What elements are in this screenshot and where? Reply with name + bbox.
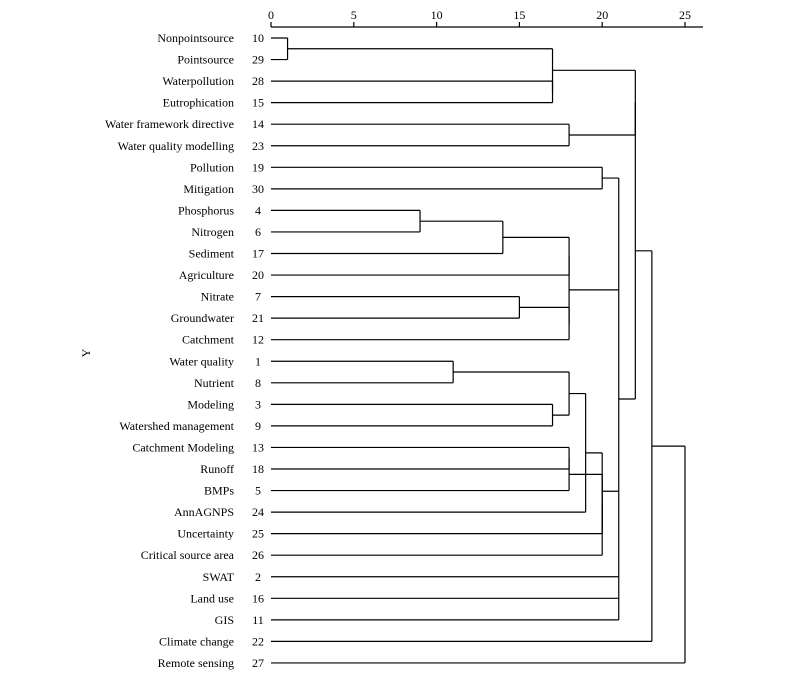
y-axis-label: Y: [79, 348, 93, 357]
leaf-label: Remote sensing: [158, 656, 234, 670]
leaf-id: 25: [252, 527, 264, 541]
leaf-label: Watershed management: [119, 419, 234, 433]
leaf-label: BMPs: [204, 484, 234, 498]
leaf-label: Land use: [190, 591, 234, 605]
leaf-label: Nutrient: [194, 376, 235, 390]
leaf-id: 3: [255, 397, 261, 411]
leaf-label: Climate change: [159, 634, 234, 648]
leaf-label: Catchment: [182, 333, 235, 347]
leaf-id: 16: [252, 591, 264, 605]
dendrogram-links: [271, 37, 686, 664]
leaf-id: 1: [255, 354, 261, 368]
y-axis-label-group: Y: [79, 348, 93, 357]
leaf-id: 7: [255, 290, 261, 304]
leaf-label: AnnAGNPS: [174, 505, 234, 519]
leaf-label: Sediment: [189, 247, 235, 261]
x-tick-label: 5: [351, 8, 357, 22]
leaf-label: Water quality: [169, 354, 234, 368]
leaf-id: 30: [252, 182, 264, 196]
leaf-label: Mitigation: [183, 182, 234, 196]
leaf-id: 21: [252, 311, 264, 325]
leaf-label: Water framework directive: [105, 117, 234, 131]
leaf-id: 17: [252, 247, 264, 261]
leaf-id: 8: [255, 376, 261, 390]
leaf-id: 29: [252, 53, 264, 67]
x-tick-label: 25: [679, 8, 691, 22]
leaf-label: Runoff: [200, 462, 234, 476]
x-tick-label: 20: [596, 8, 608, 22]
leaf-id: 24: [252, 505, 264, 519]
x-tick-label: 10: [431, 8, 443, 22]
leaf-label: Agriculture: [179, 268, 234, 282]
x-tick-label: 0: [268, 8, 274, 22]
leaf-label: Phosphorus: [178, 203, 234, 217]
leaf-id: 14: [252, 117, 264, 131]
leaf-id: 15: [252, 96, 264, 110]
leaf-label: GIS: [215, 613, 234, 627]
leaf-label: Catchment Modeling: [132, 440, 234, 454]
leaf-label: Modeling: [187, 397, 234, 411]
leaf-label: Water quality modelling: [118, 139, 234, 153]
leaf-id: 22: [252, 634, 264, 648]
x-axis: 0 5 10 15 20 25: [268, 8, 703, 28]
leaf-id: 11: [252, 613, 264, 627]
leaf-id: 19: [252, 160, 264, 174]
leaf-id: 23: [252, 139, 264, 153]
leaf-id: 20: [252, 268, 264, 282]
leaf-label: Critical source area: [141, 548, 235, 562]
leaf-label: Pointsource: [177, 53, 234, 67]
leaf-label: Pollution: [190, 160, 234, 174]
leaf-label: Waterpollution: [162, 74, 234, 88]
leaf-id: 9: [255, 419, 261, 433]
leaf-label: Eutrophication: [163, 96, 234, 110]
leaf-id: 27: [252, 656, 264, 670]
leaf-label: Nitrate: [201, 290, 234, 304]
leaf-id: 28: [252, 74, 264, 88]
leaf-label: Nonpointsource: [157, 31, 234, 45]
x-tick-label: 15: [513, 8, 525, 22]
leaf-label: Nitrogen: [191, 225, 234, 239]
leaf-id: 2: [255, 570, 261, 584]
leaf-id: 13: [252, 440, 264, 454]
leaf-id: 26: [252, 548, 264, 562]
leaf-id: 18: [252, 462, 264, 476]
leaf-label: Groundwater: [171, 311, 234, 325]
leaf-id: 10: [252, 31, 264, 45]
leaf-id: 6: [255, 225, 261, 239]
leaf-label: SWAT: [203, 570, 235, 584]
leaf-id: 5: [255, 484, 261, 498]
leaf-id: 12: [252, 333, 264, 347]
leaf-label: Uncertainty: [177, 527, 234, 541]
leaf-id: 4: [255, 203, 261, 217]
